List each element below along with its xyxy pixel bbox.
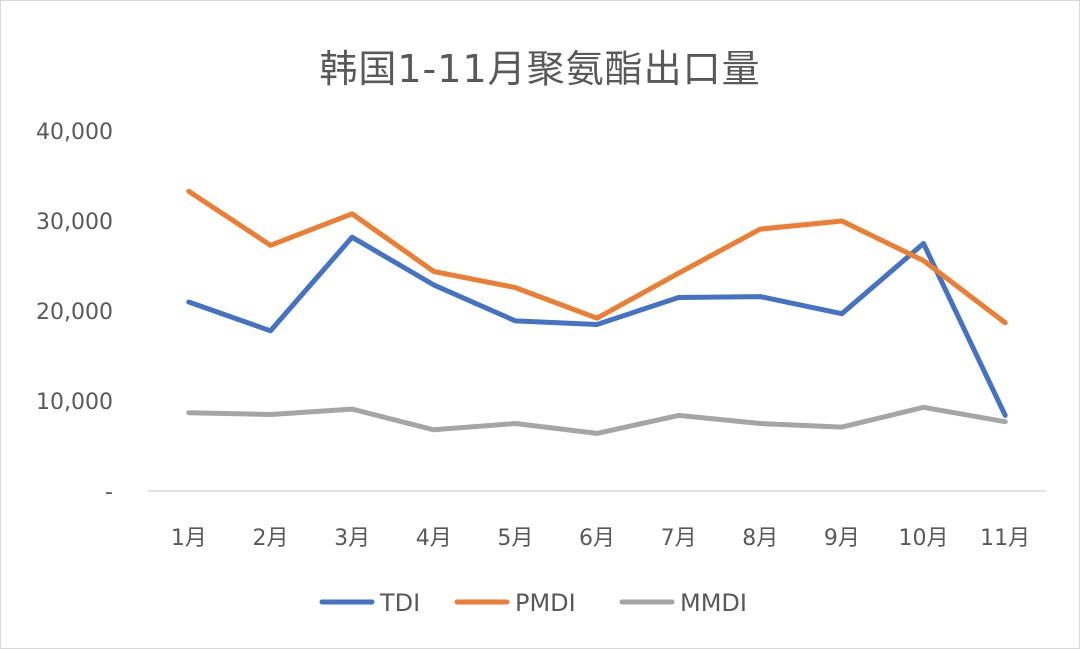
legend: TDI PMDI MMDI — [319, 589, 747, 617]
series-lines — [186, 188, 1008, 436]
y-axis-labels: - 10,000 20,000 30,000 40,000 — [36, 120, 113, 505]
y-tick-label: 30,000 — [36, 210, 113, 235]
x-tick-label: 11月 — [980, 526, 1030, 551]
series-line-tdi — [186, 234, 1008, 418]
y-tick-label: 10,000 — [36, 390, 113, 415]
legend-label-tdi: TDI — [379, 589, 420, 617]
x-tick-label: 6月 — [579, 526, 615, 551]
x-tick-label: 3月 — [334, 526, 370, 551]
x-tick-label: 1月 — [171, 526, 207, 551]
series-line-pmdi — [186, 188, 1008, 326]
x-tick-label: 7月 — [661, 526, 697, 551]
chart-title: 韩国1-11月聚氨酯出口量 — [319, 47, 761, 91]
legend-label-pmdi: PMDI — [515, 589, 576, 617]
x-tick-label: 8月 — [742, 526, 778, 551]
x-tick-label: 4月 — [416, 526, 452, 551]
legend-label-mmdi: MMDI — [680, 589, 747, 617]
x-tick-label: 5月 — [497, 526, 533, 551]
x-tick-label: 2月 — [252, 526, 288, 551]
x-tick-label: 9月 — [824, 526, 860, 551]
x-tick-label: 10月 — [899, 526, 949, 551]
series-line-mmdi — [186, 404, 1008, 436]
y-tick-label: 20,000 — [36, 300, 113, 325]
y-tick-label: - — [105, 480, 113, 505]
y-tick-label: 40,000 — [36, 120, 113, 145]
x-axis-labels: 1月 2月 3月 4月 5月 6月 7月 8月 9月 10月 11月 — [171, 526, 1030, 551]
